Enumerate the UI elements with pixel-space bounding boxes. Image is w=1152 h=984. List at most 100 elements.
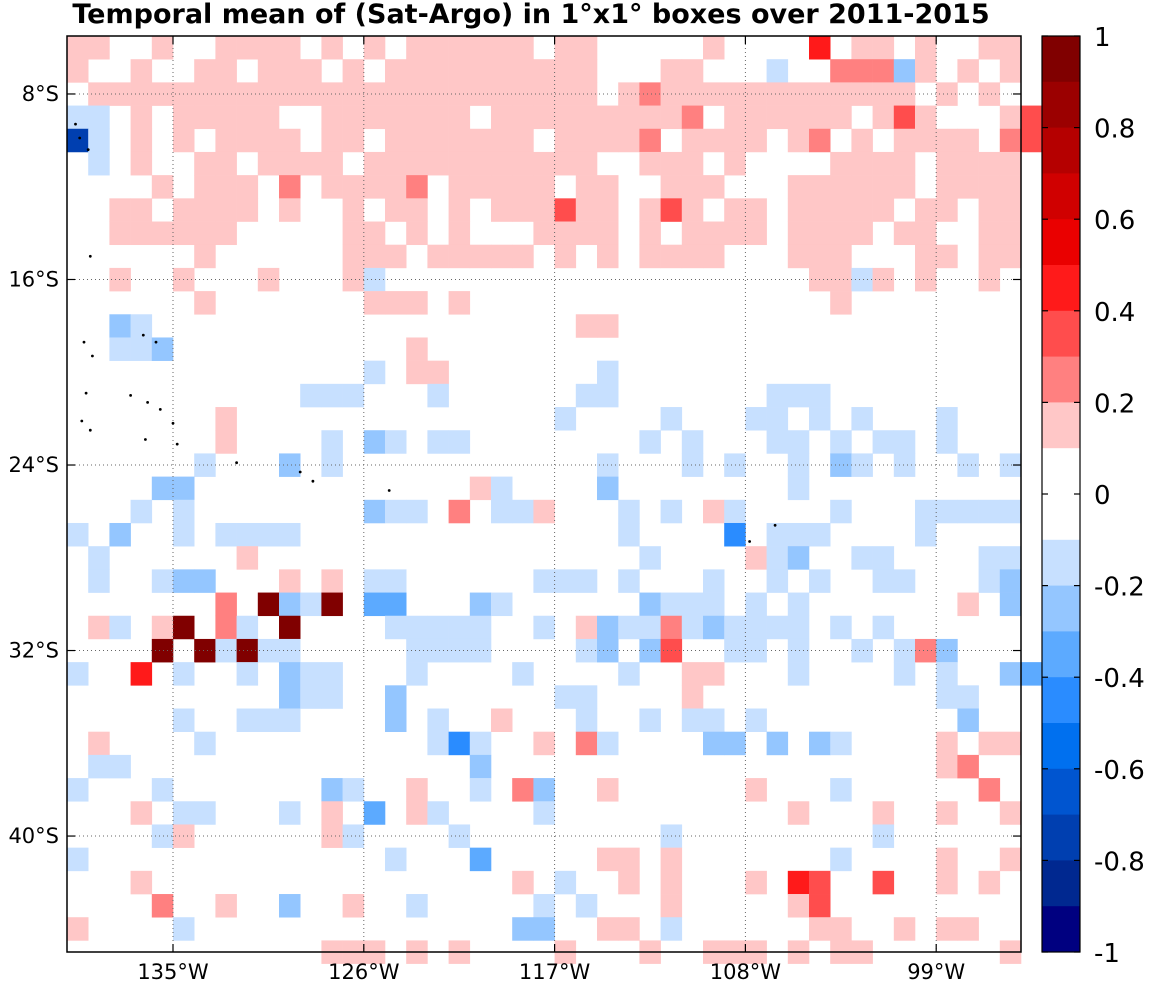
heatmap-cell [893, 430, 916, 454]
heatmap-cell [597, 244, 619, 269]
colorbar-label: -0.6 [1094, 756, 1145, 786]
heatmap-cell [406, 105, 428, 130]
y-tick-label: 40°S [8, 824, 59, 848]
heatmap-cell [448, 499, 471, 524]
heatmap-cell [215, 105, 237, 130]
heatmap-cell [787, 801, 810, 825]
heatmap-cell [766, 82, 789, 106]
colorbar-segment [1042, 906, 1080, 953]
heatmap-cell [575, 59, 598, 83]
heatmap-cell [469, 754, 492, 779]
heatmap-cell [936, 801, 958, 825]
heatmap-cell [512, 198, 534, 222]
heatmap-cell [787, 662, 810, 686]
x-tick-label: 99°W [907, 960, 965, 984]
heatmap-cell [809, 221, 831, 246]
heatmap-cell [342, 175, 365, 199]
colorbar-segment [1042, 585, 1080, 632]
heatmap-cell [575, 175, 598, 199]
heatmap-cell [809, 569, 831, 593]
heatmap-cell [999, 592, 1022, 617]
y-tick-label: 32°S [8, 639, 59, 663]
heatmap-cell [151, 36, 174, 60]
heatmap-cell [533, 894, 555, 918]
heatmap-cell [787, 592, 810, 617]
heatmap-cell [639, 244, 661, 269]
heatmap-cell [279, 59, 301, 83]
heatmap-cell [999, 453, 1022, 477]
heatmap-cell [681, 128, 704, 153]
heatmap-cell [406, 778, 428, 802]
heatmap-cell [703, 708, 725, 732]
heatmap-cell [88, 82, 110, 106]
heatmap-cell [830, 615, 852, 640]
heatmap-cell [724, 128, 746, 153]
heatmap-cell [130, 499, 153, 524]
x-tick-label: 108°W [710, 960, 782, 984]
heatmap-cell [257, 638, 280, 663]
heatmap-cell [851, 546, 873, 570]
heatmap-cell [618, 499, 640, 524]
island-marker [748, 540, 751, 543]
heatmap-cell [681, 151, 704, 176]
heatmap-cell [257, 267, 280, 292]
colorbar-segment [1042, 677, 1080, 724]
colorbar-segment [1042, 310, 1080, 357]
heatmap-cell [745, 546, 767, 570]
heatmap-cell [236, 105, 259, 130]
heatmap-cell [342, 221, 365, 246]
heatmap-cell [851, 128, 873, 153]
heatmap-cell [787, 615, 810, 640]
heatmap-cell [787, 383, 810, 408]
heatmap-cell [639, 615, 661, 640]
heatmap-cell [67, 917, 89, 941]
heatmap-cell [130, 662, 153, 686]
heatmap-cell [554, 569, 577, 593]
heatmap-cell [597, 314, 619, 338]
heatmap-cell [787, 82, 810, 106]
heatmap-cell [978, 569, 1001, 593]
heatmap-cell [491, 592, 513, 617]
heatmap-cell [321, 569, 343, 593]
heatmap-cell [703, 569, 725, 593]
heatmap-cell [215, 522, 237, 547]
x-tick-label: 117°W [519, 960, 591, 984]
heatmap-cell [936, 754, 958, 779]
heatmap-cell [109, 615, 131, 640]
heatmap-cell [745, 592, 767, 617]
heatmap-cell [406, 221, 428, 246]
colorbar-segment [1042, 539, 1080, 586]
heatmap-cell [448, 175, 471, 199]
heatmap-cell [194, 198, 216, 222]
heatmap-cell [109, 314, 131, 338]
heatmap-cell [893, 128, 916, 153]
heatmap-cell [681, 708, 704, 732]
heatmap-cell [236, 708, 259, 732]
heatmap-cell [194, 82, 216, 106]
heatmap-cell [703, 175, 725, 199]
heatmap-cell [533, 801, 555, 825]
heatmap-cell [787, 638, 810, 663]
colorbar-segment [1042, 448, 1080, 495]
heatmap-cell [512, 778, 534, 802]
heatmap-cell [893, 453, 916, 477]
heatmap-cell [809, 522, 831, 547]
heatmap-cell [448, 151, 471, 176]
heatmap-cell [321, 685, 343, 709]
heatmap-cell [554, 685, 577, 709]
heatmap-cell [151, 337, 174, 361]
heatmap-cell [342, 778, 365, 802]
heatmap-cell [491, 105, 513, 130]
heatmap-cell [893, 917, 916, 941]
heatmap-cell [109, 198, 131, 222]
heatmap-cell [766, 59, 789, 83]
heatmap-cell [830, 59, 852, 83]
island-marker [773, 523, 777, 527]
heatmap-cell [830, 453, 852, 477]
heatmap-cell [151, 476, 174, 501]
heatmap-cell [999, 569, 1022, 593]
heatmap-cell [999, 59, 1022, 83]
heatmap-cell [363, 430, 386, 454]
heatmap-cell [766, 731, 789, 756]
heatmap-cell [978, 198, 1001, 222]
